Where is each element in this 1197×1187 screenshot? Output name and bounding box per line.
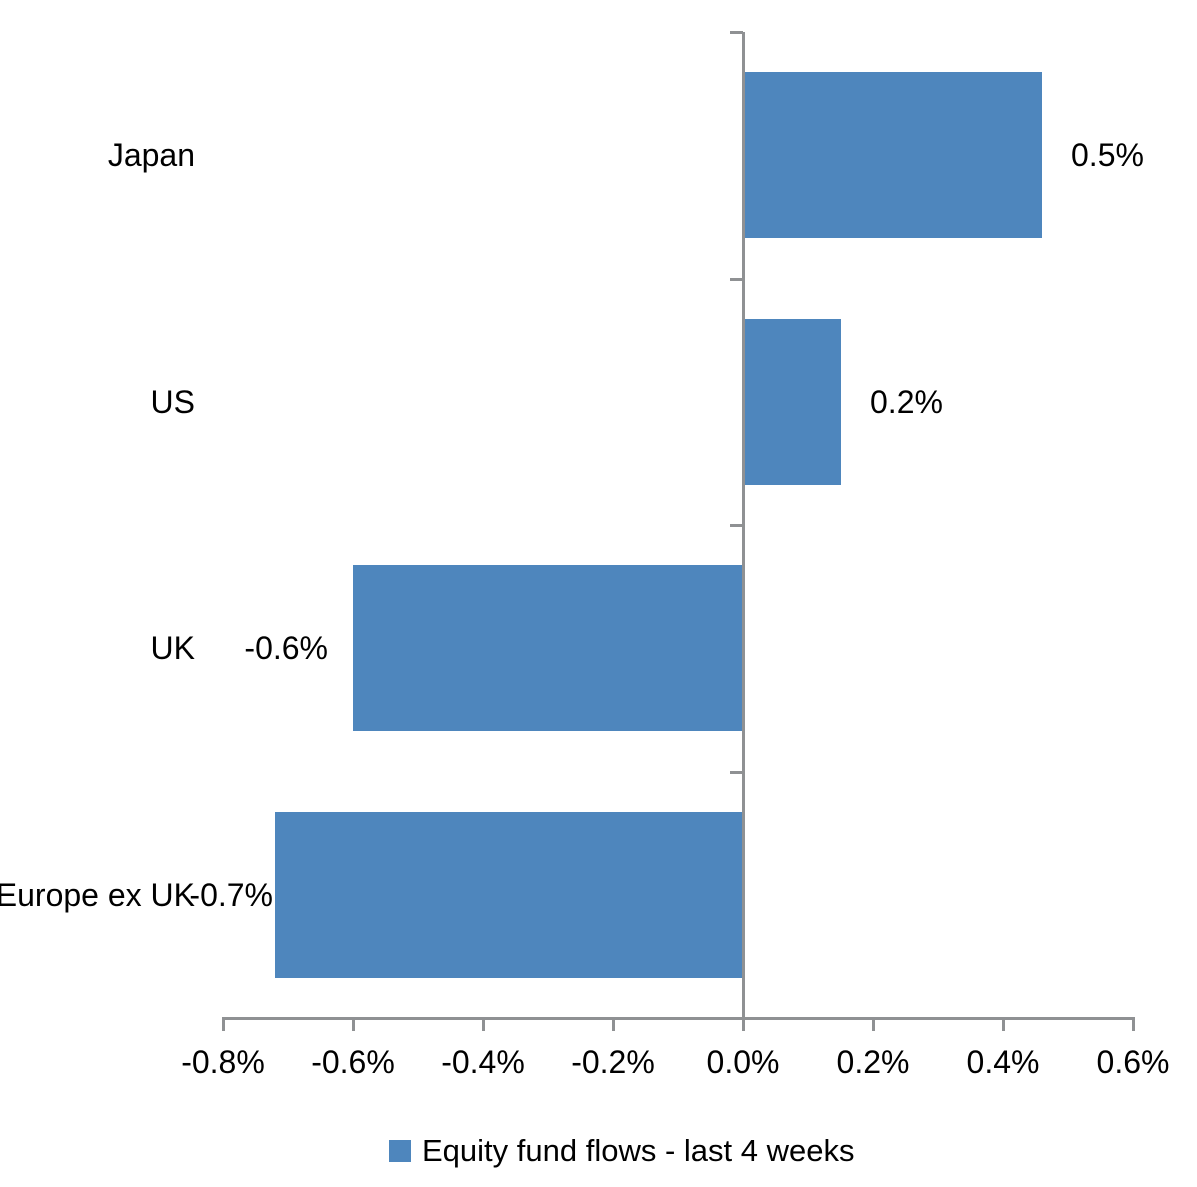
y-axis-tick xyxy=(730,278,743,281)
category-label: Japan xyxy=(107,137,195,173)
data-label: -0.6% xyxy=(244,630,328,666)
x-axis-tick xyxy=(872,1018,875,1031)
data-label: -0.7% xyxy=(189,877,273,913)
x-axis-tick-label: 0.6% xyxy=(1096,1044,1170,1080)
legend-swatch-icon xyxy=(389,1139,411,1162)
x-axis-tick xyxy=(612,1018,615,1031)
y-axis-tick xyxy=(730,771,743,774)
y-axis-tick xyxy=(730,31,743,34)
x-axis-tick xyxy=(352,1018,355,1031)
x-axis-tick-label: 0.4% xyxy=(966,1044,1040,1080)
data-label: 0.5% xyxy=(1071,137,1144,173)
x-axis-tick-label: -0.6% xyxy=(311,1044,395,1080)
x-axis-tick-label: -0.8% xyxy=(181,1044,265,1080)
bar-europe-ex-uk xyxy=(275,812,743,978)
x-axis-tick xyxy=(742,1018,745,1031)
category-label: Europe ex UK xyxy=(0,877,195,913)
legend: Equity fund flows - last 4 weeks xyxy=(389,1135,854,1166)
x-axis-tick-label: 0.0% xyxy=(706,1044,780,1080)
y-axis-line xyxy=(742,32,745,1031)
data-label: 0.2% xyxy=(870,384,943,420)
bar-uk xyxy=(353,565,743,731)
bar-us xyxy=(743,319,841,485)
x-axis-tick xyxy=(482,1018,485,1031)
x-axis-tick-label: -0.2% xyxy=(571,1044,655,1080)
x-axis-tick xyxy=(1132,1018,1135,1031)
category-label: US xyxy=(150,384,195,420)
x-axis-line xyxy=(222,1017,1135,1020)
x-axis-tick-label: 0.2% xyxy=(836,1044,910,1080)
y-axis-tick xyxy=(730,524,743,527)
category-label: UK xyxy=(150,630,195,666)
x-axis-tick-label: -0.4% xyxy=(441,1044,525,1080)
legend-label: Equity fund flows - last 4 weeks xyxy=(422,1133,855,1168)
x-axis-tick xyxy=(222,1018,225,1031)
x-axis-tick xyxy=(1002,1018,1005,1031)
bar-japan xyxy=(743,72,1042,238)
